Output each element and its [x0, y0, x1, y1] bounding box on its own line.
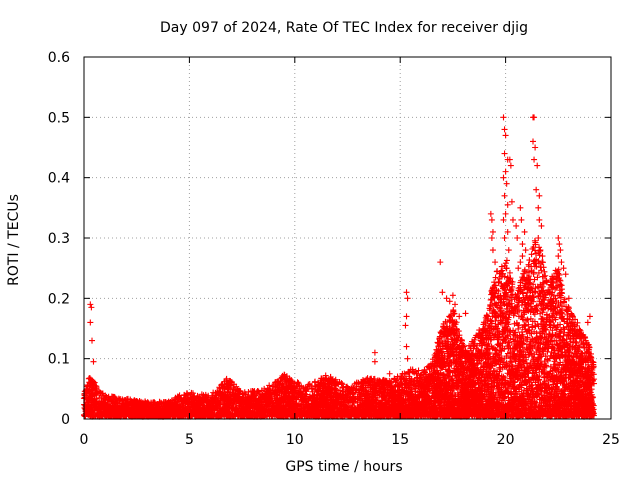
chart-title: Day 097 of 2024, Rate Of TEC Index for r…	[160, 20, 528, 36]
roti-point	[176, 392, 183, 399]
roti-point	[91, 379, 98, 386]
data-points	[80, 114, 598, 420]
roti-point	[93, 384, 100, 391]
roti-point	[189, 390, 196, 397]
